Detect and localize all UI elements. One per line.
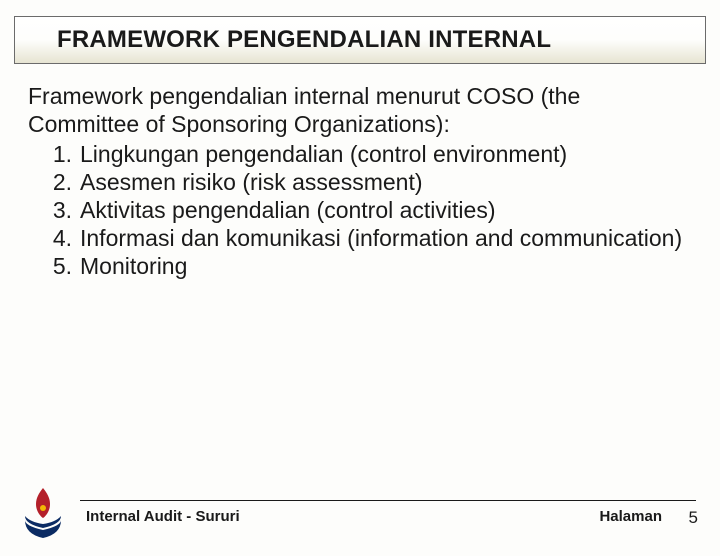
- footer-author: Internal Audit - Sururi: [86, 508, 240, 525]
- page-number: 5: [689, 508, 698, 528]
- list-item: 1. Lingkungan pengendalian (control envi…: [28, 140, 692, 168]
- title-bar: FRAMEWORK PENGENDALIAN INTERNAL: [14, 16, 706, 64]
- footer-divider: [80, 500, 696, 501]
- list-number: 5.: [28, 252, 72, 280]
- list-item: 3. Aktivitas pengendalian (control activ…: [28, 196, 692, 224]
- list-number: 2.: [28, 168, 72, 196]
- list-text: Aktivitas pengendalian (control activiti…: [80, 197, 495, 223]
- content-area: Framework pengendalian internal menurut …: [0, 64, 720, 280]
- list-number: 4.: [28, 224, 72, 252]
- list-number: 3.: [28, 196, 72, 224]
- list-text: Lingkungan pengendalian (control environ…: [80, 141, 567, 167]
- list-text: Monitoring: [80, 253, 187, 279]
- footer-page-label: Halaman: [599, 508, 662, 525]
- list-text: Asesmen risiko (risk assessment): [80, 169, 423, 195]
- list-number: 1.: [28, 140, 72, 168]
- intro-paragraph: Framework pengendalian internal menurut …: [28, 82, 692, 138]
- slide-title: FRAMEWORK PENGENDALIAN INTERNAL: [57, 26, 551, 54]
- framework-list: 1. Lingkungan pengendalian (control envi…: [28, 140, 692, 280]
- list-item: 5. Monitoring: [28, 252, 692, 280]
- institution-logo-icon: [20, 486, 66, 540]
- list-text: Informasi dan komunikasi (information an…: [80, 225, 682, 251]
- slide-footer: Internal Audit - Sururi Halaman 5: [0, 482, 720, 542]
- list-item: 4. Informasi dan komunikasi (information…: [28, 224, 692, 252]
- list-item: 2. Asesmen risiko (risk assessment): [28, 168, 692, 196]
